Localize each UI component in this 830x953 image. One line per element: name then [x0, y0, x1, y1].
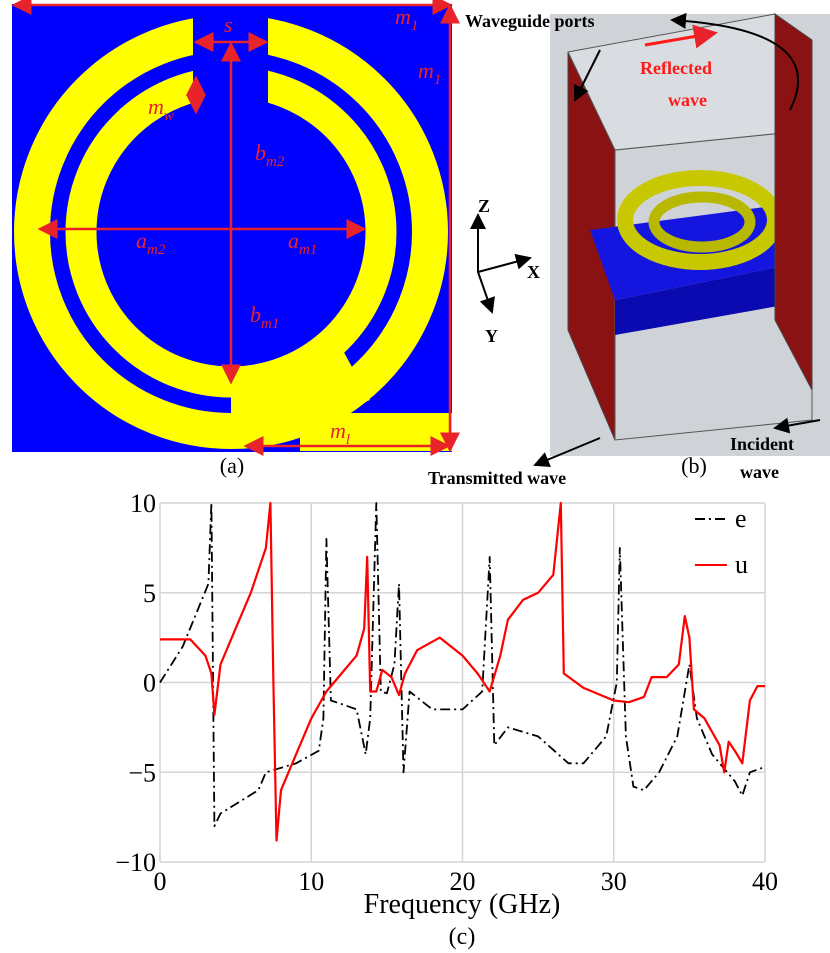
legend-label: u — [735, 550, 748, 579]
page: (a) m1m1smwbm2am2am1bm1ml Waveguide port… — [0, 0, 830, 953]
legend-label: e — [735, 504, 747, 533]
caption: (b) — [681, 453, 707, 478]
label-base: m — [330, 418, 346, 443]
label-base: b — [250, 302, 261, 327]
label-subscript: l — [346, 432, 350, 448]
label-base: a — [136, 228, 147, 253]
label-subscript: m2 — [266, 154, 285, 170]
axis-label: X — [527, 262, 540, 282]
x-tick-label: 30 — [601, 867, 627, 896]
panel-b: Waveguide ports Reflected wave Z X Y Tra… — [428, 11, 830, 488]
axis-label: Z — [478, 196, 490, 216]
label-subscript: m1 — [261, 316, 279, 332]
x-tick-label: 20 — [450, 867, 476, 896]
caption: (c) — [449, 924, 476, 950]
label: Reflected — [640, 58, 712, 78]
axis-label: Y — [485, 326, 498, 346]
axis-x — [478, 258, 530, 272]
label: wave — [668, 90, 707, 110]
y-tick-label: 10 — [130, 489, 156, 518]
label: wave — [740, 462, 779, 482]
label-subscript: 1 — [411, 18, 419, 34]
label-subscript: 1 — [434, 72, 442, 88]
label-subscript: m1 — [299, 242, 317, 258]
label-base: s — [224, 12, 233, 37]
y-tick-label: −10 — [115, 848, 156, 877]
x-tick-label: 0 — [154, 867, 167, 896]
label-subscript: m2 — [147, 242, 166, 258]
label: Incident — [730, 434, 794, 454]
label-base: a — [288, 228, 299, 253]
label: Waveguide ports — [465, 11, 595, 31]
label-subscript: w — [164, 108, 174, 124]
dimension-label: s — [224, 12, 233, 37]
label: Transmitted wave — [428, 468, 566, 488]
label-base: b — [255, 140, 266, 165]
y-tick-label: −5 — [128, 758, 156, 787]
label-base: m — [148, 94, 164, 119]
y-tick-label: 5 — [143, 579, 156, 608]
figure: (a) m1m1smwbm2am2am1bm1ml Waveguide port… — [0, 0, 830, 953]
label-base: m — [418, 58, 434, 83]
x-tick-label: 10 — [298, 867, 324, 896]
y-tick-label: 0 — [143, 669, 156, 698]
caption: (a) — [220, 453, 244, 478]
x-tick-label: 40 — [752, 867, 778, 896]
label-base: m — [395, 4, 411, 29]
axis-y — [478, 272, 492, 312]
